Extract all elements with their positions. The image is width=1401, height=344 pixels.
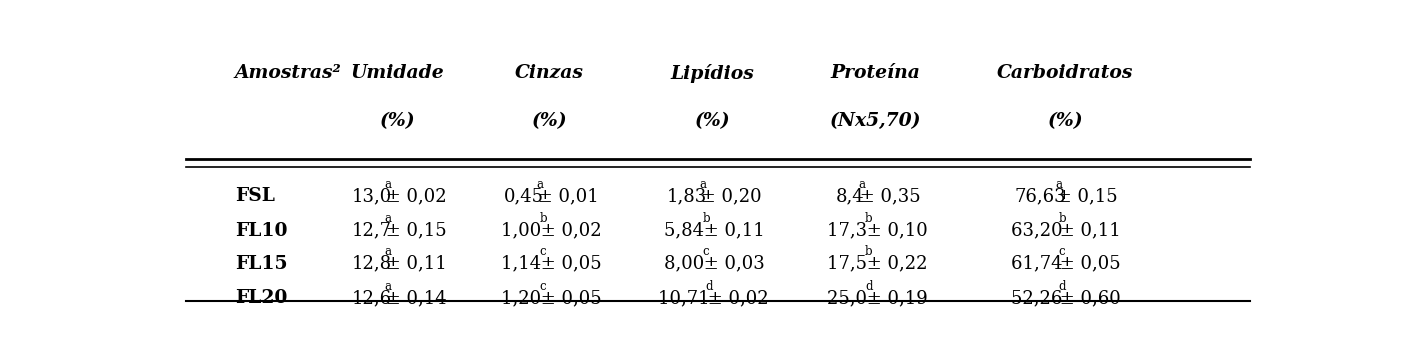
Text: FSL: FSL: [235, 187, 275, 205]
Text: c: c: [539, 245, 546, 258]
Text: ± 0,19: ± 0,19: [862, 289, 927, 307]
Text: Carboidratos: Carboidratos: [998, 64, 1133, 82]
Text: 1,83: 1,83: [667, 187, 708, 205]
Text: (%): (%): [380, 112, 416, 130]
Text: 52,26: 52,26: [1012, 289, 1069, 307]
Text: 12,7: 12,7: [352, 222, 392, 240]
Text: 13,0: 13,0: [352, 187, 392, 205]
Text: FL20: FL20: [235, 289, 287, 307]
Text: 5,84: 5,84: [664, 222, 710, 240]
Text: 10,71: 10,71: [658, 289, 716, 307]
Text: 63,20: 63,20: [1012, 222, 1069, 240]
Text: a: a: [859, 178, 866, 191]
Text: 17,3: 17,3: [827, 222, 873, 240]
Text: 17,5: 17,5: [827, 255, 873, 273]
Text: a: a: [384, 178, 391, 191]
Text: b: b: [1058, 212, 1066, 225]
Text: d: d: [1058, 280, 1066, 293]
Text: FL15: FL15: [235, 255, 287, 273]
Text: Amostras²: Amostras²: [235, 64, 342, 82]
Text: a: a: [537, 178, 544, 191]
Text: ± 0,02: ± 0,02: [535, 222, 602, 240]
Text: (%): (%): [532, 112, 567, 130]
Text: FL10: FL10: [235, 222, 287, 240]
Text: 8,00: 8,00: [664, 255, 710, 273]
Text: ± 0,05: ± 0,05: [535, 289, 602, 307]
Text: ± 0,22: ± 0,22: [862, 255, 927, 273]
Text: ± 0,15: ± 0,15: [380, 222, 447, 240]
Text: ± 0,05: ± 0,05: [535, 255, 602, 273]
Text: 8,4: 8,4: [835, 187, 864, 205]
Text: Umidade: Umidade: [350, 64, 444, 82]
Text: 61,74: 61,74: [1012, 255, 1069, 273]
Text: 1,14: 1,14: [502, 255, 546, 273]
Text: ± 0,05: ± 0,05: [1055, 255, 1121, 273]
Text: 76,63: 76,63: [1014, 187, 1066, 205]
Text: Cinzas: Cinzas: [516, 64, 584, 82]
Text: 12,6: 12,6: [352, 289, 392, 307]
Text: ± 0,15: ± 0,15: [1051, 187, 1118, 205]
Text: (%): (%): [695, 112, 730, 130]
Text: ± 0,10: ± 0,10: [862, 222, 927, 240]
Text: ± 0,03: ± 0,03: [698, 255, 765, 273]
Text: Lipídios: Lipídios: [671, 64, 755, 83]
Text: (%): (%): [1048, 112, 1083, 130]
Text: ± 0,11: ± 0,11: [1055, 222, 1121, 240]
Text: ± 0,11: ± 0,11: [698, 222, 765, 240]
Text: d: d: [864, 280, 873, 293]
Text: ± 0,14: ± 0,14: [380, 289, 447, 307]
Text: b: b: [864, 245, 873, 258]
Text: ± 0,35: ± 0,35: [855, 187, 920, 205]
Text: ± 0,20: ± 0,20: [695, 187, 762, 205]
Text: 0,45: 0,45: [504, 187, 544, 205]
Text: c: c: [1059, 245, 1066, 258]
Text: 1,20: 1,20: [502, 289, 546, 307]
Text: d: d: [706, 280, 713, 293]
Text: c: c: [703, 245, 709, 258]
Text: ± 0,11: ± 0,11: [380, 255, 447, 273]
Text: a: a: [384, 280, 391, 293]
Text: b: b: [702, 212, 710, 225]
Text: (Nx5,70): (Nx5,70): [829, 112, 922, 130]
Text: 1,00: 1,00: [502, 222, 548, 240]
Text: ± 0,02: ± 0,02: [702, 289, 768, 307]
Text: a: a: [384, 245, 391, 258]
Text: b: b: [864, 212, 873, 225]
Text: b: b: [539, 212, 546, 225]
Text: a: a: [1055, 178, 1062, 191]
Text: Proteína: Proteína: [831, 64, 920, 82]
Text: ± 0,60: ± 0,60: [1055, 289, 1121, 307]
Text: ± 0,02: ± 0,02: [380, 187, 447, 205]
Text: ± 0,01: ± 0,01: [532, 187, 598, 205]
Text: 25,0: 25,0: [827, 289, 873, 307]
Text: c: c: [539, 280, 546, 293]
Text: 12,8: 12,8: [352, 255, 392, 273]
Text: a: a: [699, 178, 706, 191]
Text: a: a: [384, 212, 391, 225]
